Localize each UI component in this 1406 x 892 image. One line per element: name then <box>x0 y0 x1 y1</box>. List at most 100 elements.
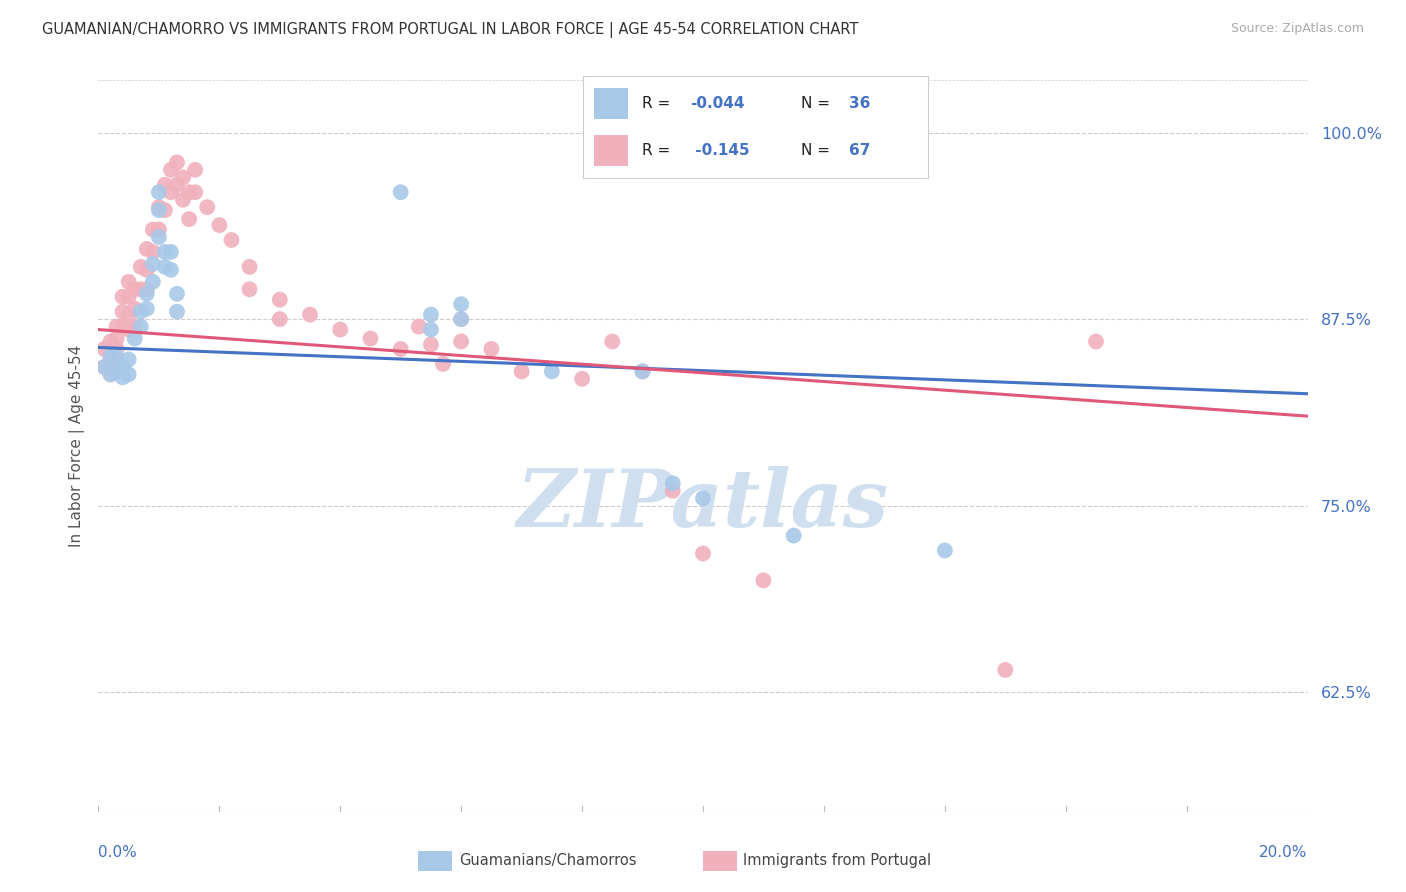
Point <box>135 301 157 316</box>
Point <box>329 322 352 336</box>
Text: 67: 67 <box>849 144 870 158</box>
Text: R =: R = <box>643 144 675 158</box>
Point <box>166 178 188 192</box>
Point <box>153 178 176 192</box>
Point <box>450 312 472 326</box>
Point <box>510 364 533 378</box>
Point <box>184 186 207 200</box>
Text: GUAMANIAN/CHAMORRO VS IMMIGRANTS FROM PORTUGAL IN LABOR FORCE | AGE 45-54 CORREL: GUAMANIAN/CHAMORRO VS IMMIGRANTS FROM PO… <box>42 22 859 38</box>
Point <box>118 322 141 336</box>
Point <box>166 155 188 169</box>
Point <box>153 260 176 274</box>
Point <box>221 233 243 247</box>
Point <box>135 282 157 296</box>
Point <box>934 543 956 558</box>
Point <box>118 290 141 304</box>
Point <box>100 352 122 367</box>
Point <box>692 546 714 560</box>
FancyBboxPatch shape <box>593 136 628 166</box>
Point <box>118 275 141 289</box>
Point <box>166 304 188 318</box>
Text: ZIPatlas: ZIPatlas <box>517 466 889 543</box>
Point <box>160 263 183 277</box>
Point <box>269 312 291 326</box>
Point <box>93 359 115 374</box>
Point <box>118 308 141 322</box>
Point <box>118 352 141 367</box>
Point <box>135 286 157 301</box>
Text: Guamanians/Chamorros: Guamanians/Chamorros <box>458 854 636 868</box>
Point <box>408 319 430 334</box>
Text: 36: 36 <box>849 96 870 111</box>
Point <box>111 319 134 334</box>
Point <box>142 222 165 236</box>
Point <box>419 322 441 336</box>
Point <box>661 476 683 491</box>
Point <box>135 242 157 256</box>
Point <box>142 257 165 271</box>
Text: R =: R = <box>643 96 675 111</box>
Point <box>172 170 194 185</box>
Point <box>166 286 188 301</box>
Point <box>129 304 152 318</box>
Text: N =: N = <box>800 96 834 111</box>
Text: -0.145: -0.145 <box>690 144 749 158</box>
Point <box>269 293 291 307</box>
Point <box>450 297 472 311</box>
Point <box>419 308 441 322</box>
Point <box>111 290 134 304</box>
Point <box>105 350 128 364</box>
Point <box>450 334 472 349</box>
Point <box>93 342 115 356</box>
Point <box>129 282 152 296</box>
Point <box>142 275 165 289</box>
Text: Immigrants from Portugal: Immigrants from Portugal <box>744 854 931 868</box>
Text: Source: ZipAtlas.com: Source: ZipAtlas.com <box>1230 22 1364 36</box>
Point <box>124 282 146 296</box>
Point <box>105 357 128 371</box>
Point <box>571 372 593 386</box>
FancyBboxPatch shape <box>703 851 737 871</box>
Point <box>129 319 152 334</box>
Text: 20.0%: 20.0% <box>1260 845 1308 860</box>
Point <box>124 319 146 334</box>
Point <box>631 364 654 378</box>
Point <box>105 364 128 378</box>
Point <box>172 193 194 207</box>
Point <box>148 186 170 200</box>
Point <box>208 218 231 232</box>
Point <box>239 260 262 274</box>
Point <box>111 370 134 384</box>
Text: -0.044: -0.044 <box>690 96 745 111</box>
Point <box>994 663 1017 677</box>
Point <box>389 342 412 356</box>
Point <box>135 263 157 277</box>
Point <box>631 364 654 378</box>
Point <box>100 368 122 382</box>
Point <box>148 222 170 236</box>
Point <box>177 186 201 200</box>
Point <box>450 312 472 326</box>
Point <box>540 364 562 378</box>
Point <box>124 301 146 316</box>
Point <box>782 528 804 542</box>
Point <box>299 308 322 322</box>
Point <box>239 282 262 296</box>
Point <box>360 332 382 346</box>
Point <box>602 334 624 349</box>
Point <box>105 332 128 346</box>
Point <box>481 342 503 356</box>
Text: N =: N = <box>800 144 834 158</box>
Point <box>389 186 412 200</box>
Point <box>184 162 207 177</box>
Point <box>111 359 134 374</box>
Point <box>160 244 183 259</box>
Point <box>160 162 183 177</box>
Point <box>153 203 176 218</box>
Point <box>142 244 165 259</box>
Point <box>195 200 218 214</box>
FancyBboxPatch shape <box>593 88 628 119</box>
Point <box>153 244 176 259</box>
FancyBboxPatch shape <box>419 851 453 871</box>
Point <box>148 200 170 214</box>
